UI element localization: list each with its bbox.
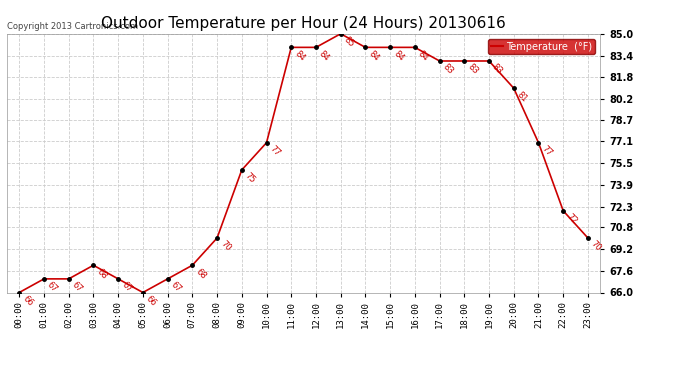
Text: 77: 77 <box>540 144 554 158</box>
Text: 83: 83 <box>441 62 455 76</box>
Text: 67: 67 <box>169 280 183 294</box>
Text: 83: 83 <box>491 62 504 76</box>
Text: 77: 77 <box>268 144 282 158</box>
Text: 68: 68 <box>95 267 109 280</box>
Text: 85: 85 <box>342 35 356 49</box>
Text: 70: 70 <box>219 239 233 253</box>
Text: Copyright 2013 Cartronics.com: Copyright 2013 Cartronics.com <box>7 22 138 31</box>
Title: Outdoor Temperature per Hour (24 Hours) 20130616: Outdoor Temperature per Hour (24 Hours) … <box>101 16 506 31</box>
Text: 84: 84 <box>293 49 306 63</box>
Legend: Temperature  (°F): Temperature (°F) <box>488 39 595 54</box>
Text: 84: 84 <box>391 49 406 63</box>
Text: 83: 83 <box>466 62 480 76</box>
Text: 81: 81 <box>515 90 529 104</box>
Text: 66: 66 <box>21 294 34 308</box>
Text: 68: 68 <box>194 267 208 280</box>
Text: 67: 67 <box>46 280 59 294</box>
Text: 70: 70 <box>589 239 603 253</box>
Text: 84: 84 <box>416 49 430 63</box>
Text: 84: 84 <box>367 49 381 63</box>
Text: 72: 72 <box>564 212 578 226</box>
Text: 66: 66 <box>144 294 158 308</box>
Text: 84: 84 <box>317 49 331 63</box>
Text: 67: 67 <box>119 280 134 294</box>
Text: 67: 67 <box>70 280 84 294</box>
Text: 75: 75 <box>243 171 257 185</box>
